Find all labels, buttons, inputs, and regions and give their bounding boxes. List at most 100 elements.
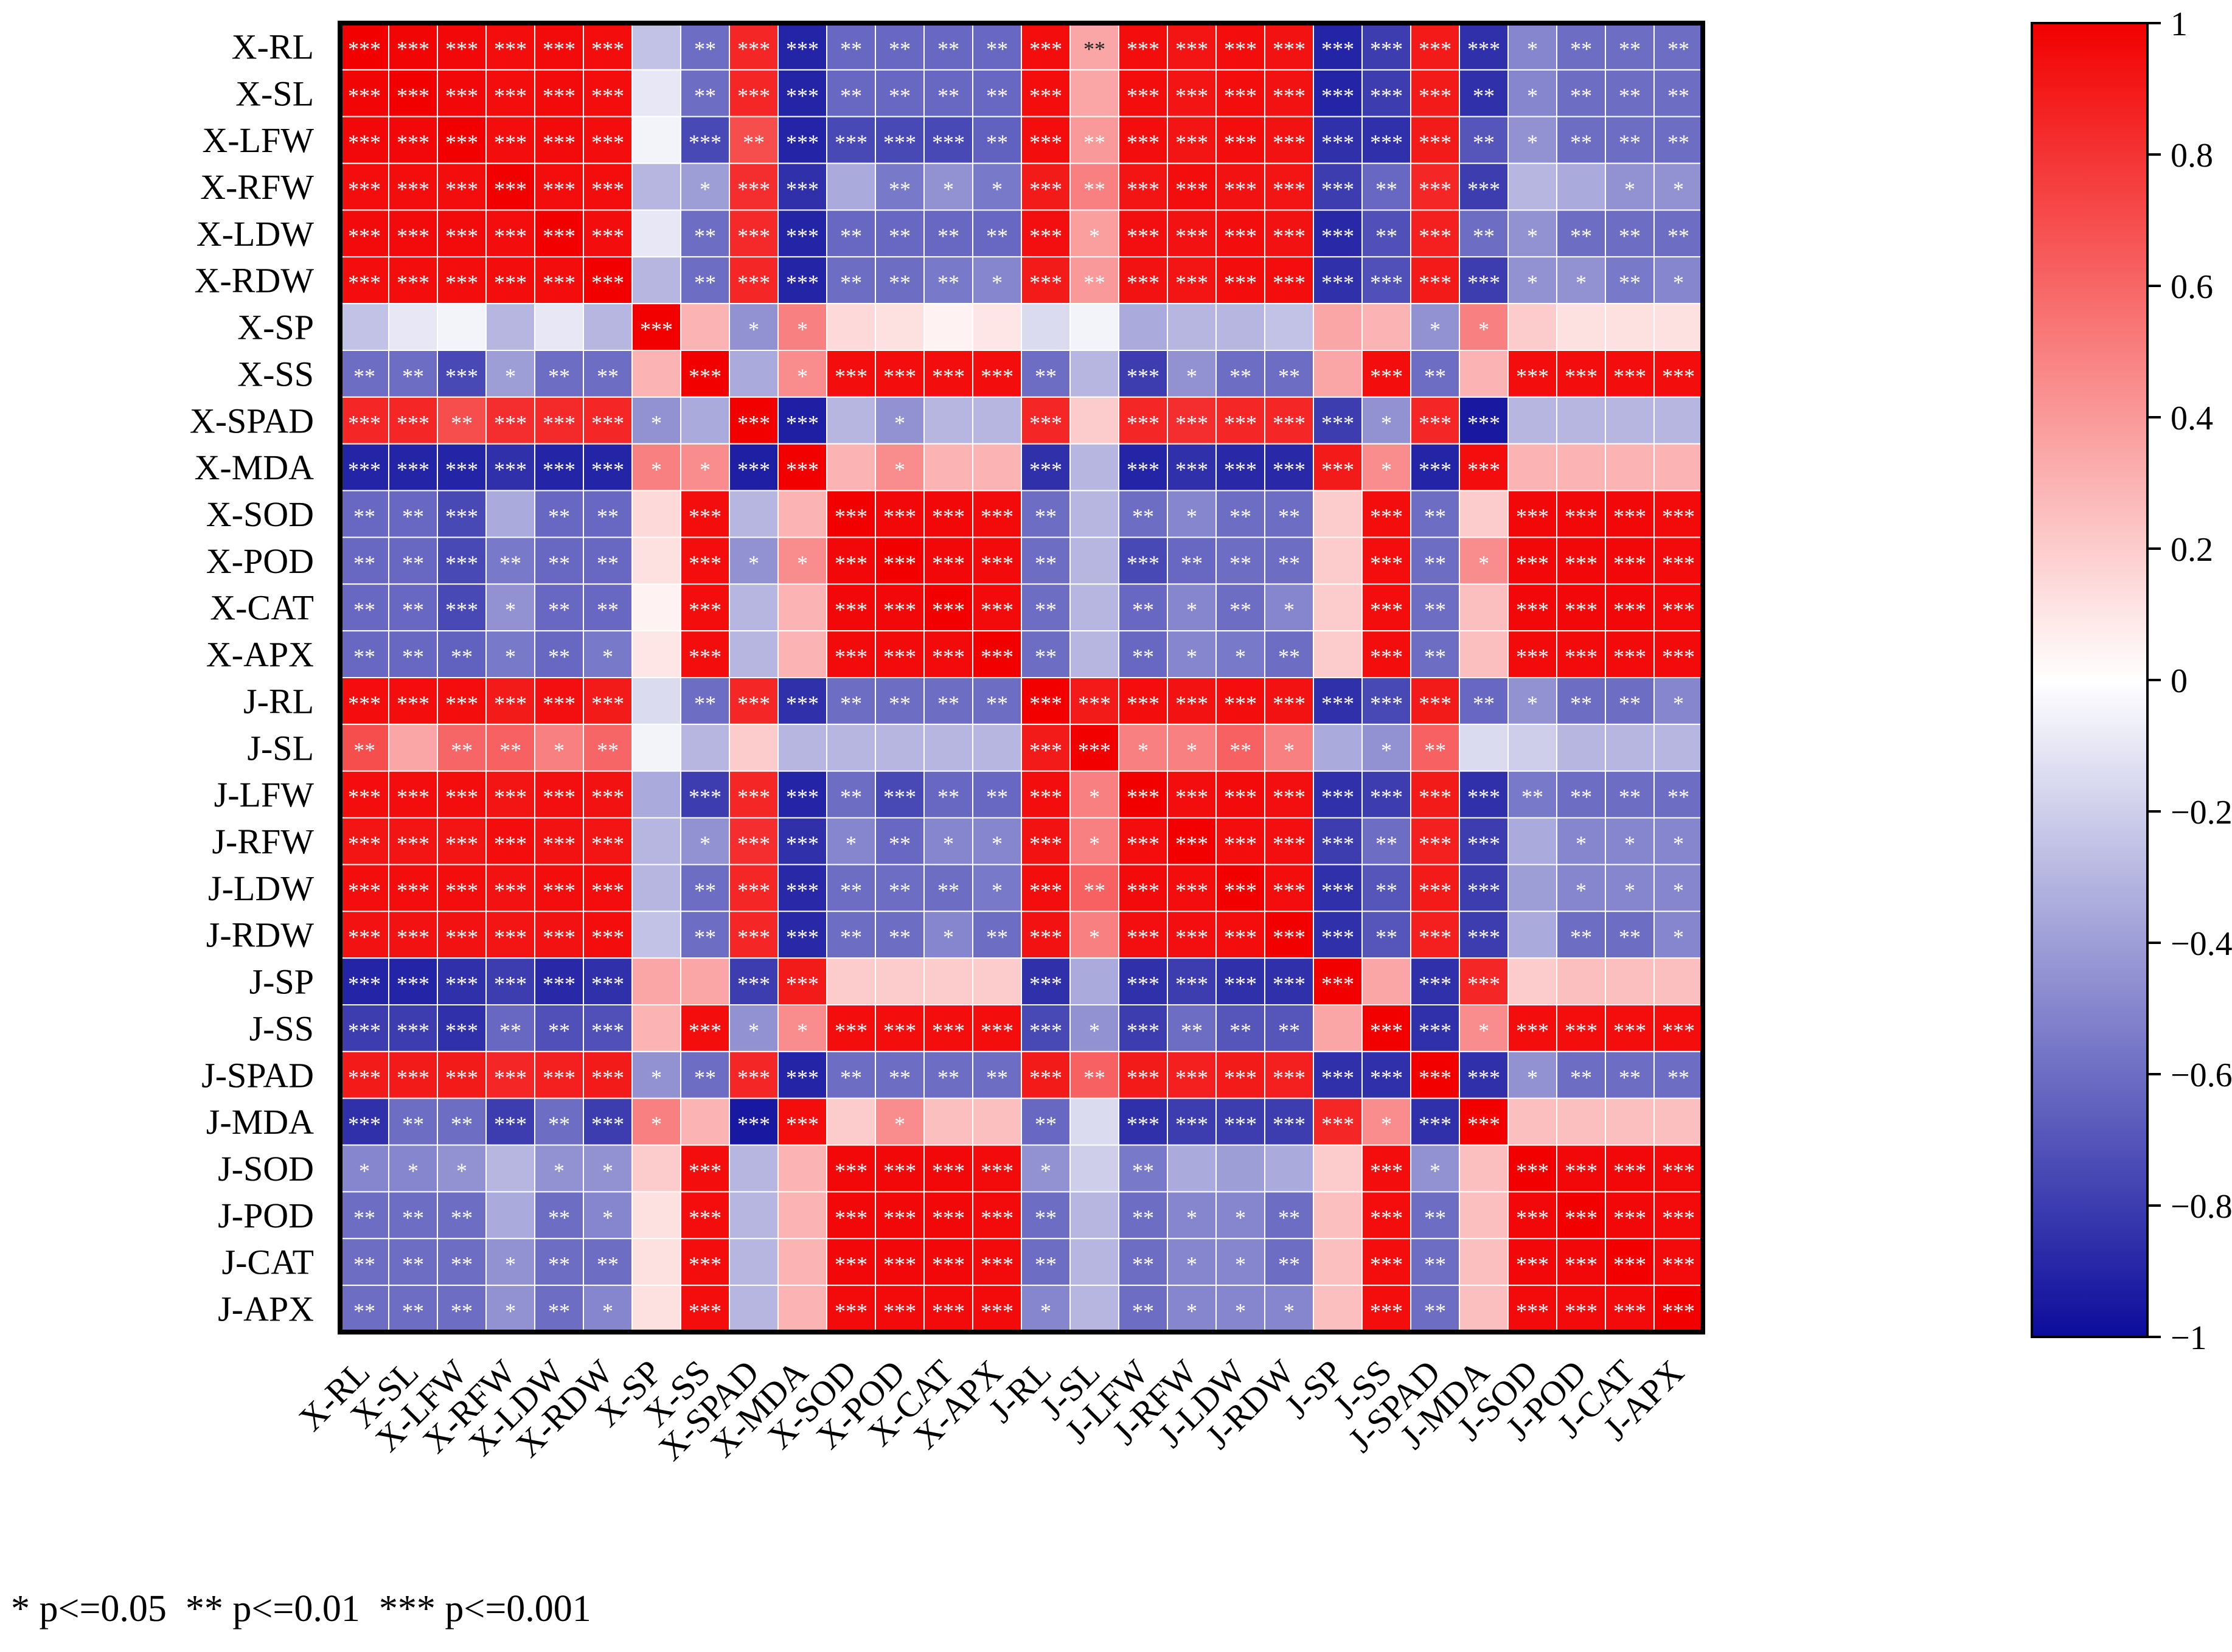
heatmap-cell xyxy=(388,490,438,538)
heatmap-cell xyxy=(1069,723,1119,772)
y-tick-label: X-SL xyxy=(235,74,314,113)
significance-mark: ** xyxy=(840,1065,862,1089)
heatmap-cell xyxy=(826,209,876,258)
significance-mark: ** xyxy=(353,504,375,529)
heatmap-cell xyxy=(972,443,1022,491)
heatmap-cell xyxy=(339,162,389,211)
heatmap-cell xyxy=(1264,209,1314,258)
heatmap-cell xyxy=(826,1285,876,1333)
heatmap-cell xyxy=(1167,1004,1217,1052)
heatmap-cell xyxy=(485,490,535,538)
significance-mark: *** xyxy=(786,177,819,201)
heatmap-cell xyxy=(972,396,1022,445)
significance-mark: *** xyxy=(397,925,429,949)
significance-mark: *** xyxy=(1565,1299,1598,1324)
significance-mark: *** xyxy=(786,224,819,248)
significance-mark: *** xyxy=(348,1065,381,1089)
significance-mark: * xyxy=(456,1159,467,1183)
heatmap-cell xyxy=(631,864,681,912)
heatmap-cell xyxy=(1410,396,1460,445)
heatmap-cell xyxy=(583,209,633,258)
heatmap-cell xyxy=(1653,443,1703,491)
significance-mark: *** xyxy=(932,551,965,575)
significance-mark: *** xyxy=(1127,785,1159,809)
significance-mark: *** xyxy=(591,83,624,108)
significance-mark: *** xyxy=(1224,925,1257,949)
heatmap-cell xyxy=(1264,1144,1314,1193)
heatmap-cell xyxy=(1313,490,1363,538)
heatmap-cell xyxy=(534,303,584,351)
heatmap-cell xyxy=(1605,817,1655,866)
significance-mark: *** xyxy=(1175,831,1208,856)
significance-mark: *** xyxy=(932,1252,965,1277)
colorbar-tick-label: 0 xyxy=(2171,662,2188,700)
significance-mark: ** xyxy=(1035,1206,1057,1230)
significance-mark: *** xyxy=(1127,457,1159,482)
y-tick-label: J-SS xyxy=(249,1008,314,1048)
significance-mark: *** xyxy=(1613,1159,1646,1183)
significance-mark: *** xyxy=(1127,925,1159,949)
significance-mark: ** xyxy=(597,598,619,622)
significance-mark: * xyxy=(943,177,954,201)
heatmap-cell xyxy=(826,1004,876,1052)
significance-mark: *** xyxy=(981,1159,1013,1183)
heatmap-cell xyxy=(1264,490,1314,538)
heatmap-cell xyxy=(729,864,779,912)
significance-mark: *** xyxy=(1175,878,1208,903)
significance-mark: ** xyxy=(694,878,716,903)
significance-mark: *** xyxy=(445,925,478,949)
heatmap-cell xyxy=(1313,1050,1363,1099)
heatmap-cell xyxy=(1410,1004,1460,1052)
heatmap-cell xyxy=(1653,396,1703,445)
significance-mark: *** xyxy=(397,271,429,295)
heatmap-cell xyxy=(534,770,584,819)
significance-mark: *** xyxy=(1127,177,1159,201)
heatmap-cell xyxy=(923,583,973,632)
heatmap-cell xyxy=(534,1004,584,1052)
significance-mark: ** xyxy=(937,785,959,809)
heatmap-cell xyxy=(437,864,487,912)
significance-mark: *** xyxy=(1029,691,1062,715)
significance-mark: ** xyxy=(548,1252,570,1277)
significance-mark: *** xyxy=(1321,130,1354,154)
heatmap-cell xyxy=(437,69,487,117)
heatmap-cell xyxy=(631,209,681,258)
significance-mark: *** xyxy=(737,224,770,248)
y-tick-label: X-SOD xyxy=(206,495,314,534)
significance-mark: *** xyxy=(591,925,624,949)
significance-mark: *** xyxy=(1321,785,1354,809)
significance-mark: *** xyxy=(397,831,429,856)
significance-mark: *** xyxy=(1419,831,1451,856)
heatmap-cell xyxy=(437,817,487,866)
significance-mark: * xyxy=(1624,831,1635,856)
significance-mark: *** xyxy=(1662,1252,1695,1277)
significance-mark: *** xyxy=(640,318,673,342)
y-tick-label: J-LFW xyxy=(214,775,315,814)
significance-mark: *** xyxy=(1662,551,1695,575)
heatmap-cell xyxy=(1361,1144,1411,1193)
heatmap-cell xyxy=(1021,350,1071,398)
significance-mark: ** xyxy=(1521,785,1543,809)
heatmap-cell xyxy=(1167,350,1217,398)
significance-mark: *** xyxy=(1127,551,1159,575)
significance-mark: *** xyxy=(1224,785,1257,809)
heatmap-cell xyxy=(1653,630,1703,678)
heatmap-cell xyxy=(1215,162,1265,211)
heatmap-cell xyxy=(1605,1238,1655,1286)
significance-mark: ** xyxy=(937,1065,959,1089)
heatmap-cell xyxy=(339,1191,389,1240)
heatmap-cell xyxy=(631,490,681,538)
heatmap-cell xyxy=(485,677,535,725)
y-tick-label: X-LFW xyxy=(202,120,314,160)
heatmap-cell xyxy=(1215,23,1265,71)
heatmap-cell xyxy=(1410,162,1460,211)
heatmap-cell xyxy=(631,443,681,491)
significance-mark: *** xyxy=(1516,364,1549,388)
significance-mark: * xyxy=(651,1112,662,1136)
heatmap-cell xyxy=(972,630,1022,678)
heatmap-cell xyxy=(729,723,779,772)
significance-mark: *** xyxy=(932,364,965,388)
y-tick-label: J-CAT xyxy=(222,1243,314,1282)
significance-mark: * xyxy=(1089,785,1100,809)
heatmap-cell xyxy=(972,957,1022,1005)
